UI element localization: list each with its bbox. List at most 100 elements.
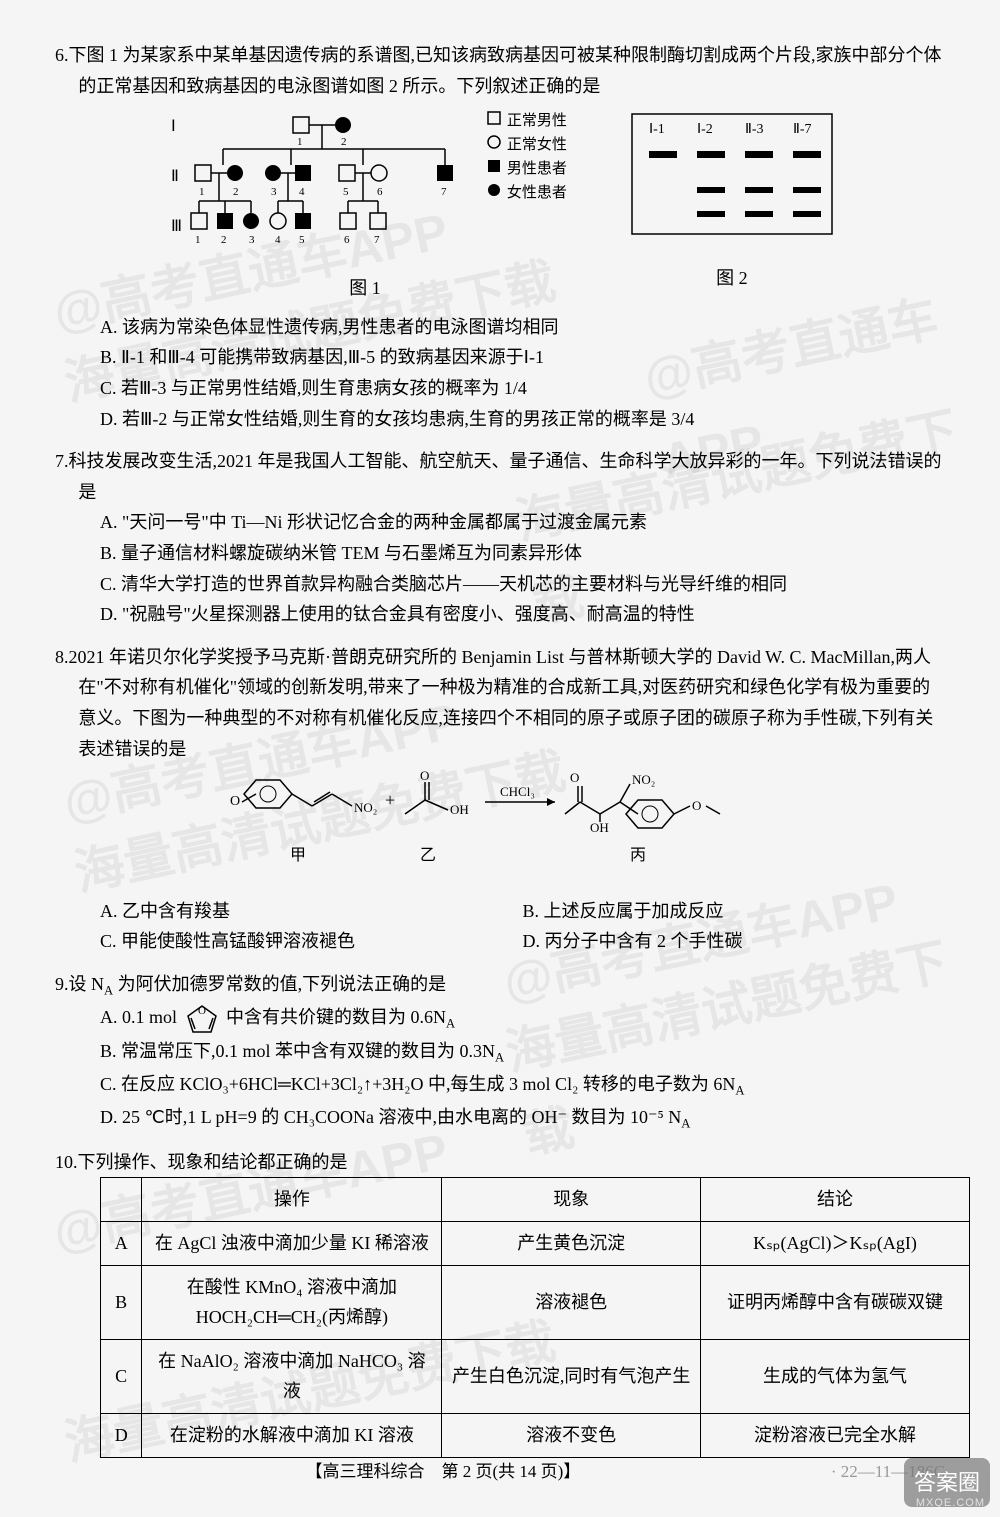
q7-opt-c: C. 清华大学打造的世界首款异构融合类脑芯片——天机芯的主要材料与光导纤维的相同 bbox=[100, 569, 945, 600]
table-cell: Kₛₚ(AgCl)＞Kₛₚ(AgI) bbox=[701, 1222, 970, 1266]
table-row: A在 AgCl 浊液中滴加少量 KI 稀溶液产生黄色沉淀Kₛₚ(AgCl)＞Kₛ… bbox=[101, 1222, 970, 1266]
q6-opt-b: B. Ⅱ-1 和Ⅲ-4 可能携带致病基因,Ⅲ-5 的致病基因来源于Ⅰ-1 bbox=[100, 342, 945, 373]
footer-center: 【高三理科综合 第 2 页(共 14 页)】 bbox=[55, 1458, 831, 1487]
q6-opt-d: D. 若Ⅲ-2 与正常女性结婚,则生育的女孩均患病,生育的男孩正常的概率是 3/… bbox=[100, 404, 945, 435]
q8-opt-c: C. 甲能使酸性高锰酸钾溶液褪色 bbox=[100, 926, 523, 957]
svg-text:Ⅱ-7: Ⅱ-7 bbox=[793, 122, 812, 137]
svg-text:O: O bbox=[420, 770, 429, 783]
table-cell: 在 AgCl 浊液中滴加少量 KI 稀溶液 bbox=[142, 1222, 442, 1266]
svg-text:2: 2 bbox=[221, 234, 227, 246]
q9-stem: 9.设 NA 为阿伏加德罗常数的值,下列说法正确的是 bbox=[55, 969, 945, 1002]
q9-opt-c: C. 在反应 KClO₃+6HCl═KCl+3Cl₂↑+3H₂O 中,每生成 3… bbox=[100, 1069, 945, 1102]
q6-stem: 6.下图 1 为某家系中某单基因遗传病的系谱图,已知该病致病基因可被某种限制酶切… bbox=[55, 40, 945, 101]
svg-text:2: 2 bbox=[233, 186, 239, 198]
table-cell: 在淀粉的水解液中滴加 KI 溶液 bbox=[142, 1414, 442, 1458]
svg-text:O: O bbox=[570, 770, 579, 785]
q6-fig1: Ⅰ 1 2 Ⅱ 1 2 bbox=[163, 109, 567, 304]
question-10: 10.下列操作、现象和结论都正确的是 操作现象结论 A在 AgCl 浊液中滴加少… bbox=[55, 1147, 945, 1458]
q7-opt-d: D. "祝融号"火星探测器上使用的钛合金具有密度小、强度高、耐高温的特性 bbox=[100, 599, 945, 630]
q7-opt-b: B. 量子通信材料螺旋碳纳米管 TEM 与石墨烯互为同素异形体 bbox=[100, 538, 945, 569]
svg-text:1: 1 bbox=[297, 136, 303, 148]
svg-text:3: 3 bbox=[271, 186, 277, 198]
fig1-caption: 图 1 bbox=[163, 273, 567, 304]
table-cell: 产生白色沉淀,同时有气泡产生 bbox=[442, 1339, 701, 1413]
table-cell: A bbox=[101, 1222, 142, 1266]
question-6: 6.下图 1 为某家系中某单基因遗传病的系谱图,已知该病致病基因可被某种限制酶切… bbox=[55, 40, 945, 434]
gen1-label: Ⅰ bbox=[171, 118, 176, 135]
table-cell: 证明丙烯醇中含有碳碳双键 bbox=[701, 1265, 970, 1339]
table-row: C在 NaAlO₂ 溶液中滴加 NaHCO₃ 溶液产生白色沉淀,同时有气泡产生生… bbox=[101, 1339, 970, 1413]
q10-header-cell: 操作 bbox=[142, 1178, 442, 1222]
q7-stem: 7.科技发展改变生活,2021 年是我国人工智能、航空航天、量子通信、生命科学大… bbox=[55, 446, 945, 507]
pedigree-diagram: Ⅰ 1 2 Ⅱ 1 2 bbox=[163, 109, 483, 269]
table-cell: 淀粉溶液已完全水解 bbox=[701, 1414, 970, 1458]
q9-opt-b: B. 常温常压下,0.1 mol 苯中含有双键的数目为 0.3NA bbox=[100, 1036, 945, 1069]
svg-text:3: 3 bbox=[249, 234, 255, 246]
q10-header-cell: 结论 bbox=[701, 1178, 970, 1222]
table-cell: 在酸性 KMnO₄ 溶液中滴加HOCH₂CH═CH₂(丙烯醇) bbox=[142, 1265, 442, 1339]
q6-options: A. 该病为常染色体显性遗传病,男性患者的电泳图谱均相同 B. Ⅱ-1 和Ⅲ-4… bbox=[55, 312, 945, 434]
svg-text:6: 6 bbox=[344, 234, 350, 246]
q6-opt-c: C. 若Ⅲ-3 与正常男性结婚,则生育患病女孩的概率为 1/4 bbox=[100, 373, 945, 404]
question-7: 7.科技发展改变生活,2021 年是我国人工智能、航空航天、量子通信、生命科学大… bbox=[55, 446, 945, 630]
label-jia: 甲 bbox=[290, 847, 306, 864]
svg-text:O: O bbox=[198, 1005, 206, 1017]
table-cell: 溶液不变色 bbox=[442, 1414, 701, 1458]
svg-text:5: 5 bbox=[343, 186, 349, 198]
svg-text:NO₂: NO₂ bbox=[354, 800, 377, 815]
q8-opt-d: D. 丙分子中含有 2 个手性碳 bbox=[523, 926, 946, 957]
q6-figures: Ⅰ 1 2 Ⅱ 1 2 bbox=[55, 109, 945, 304]
q9-options: A. 0.1 mol O 中含有共价键的数目为 0.6NA B. 常温常压下,0… bbox=[55, 1002, 945, 1135]
q9-opt-d: D. 25 ℃时,1 L pH=9 的 CH₃COONa 溶液中,由水电离的 O… bbox=[100, 1102, 945, 1135]
table-cell: D bbox=[101, 1414, 142, 1458]
svg-text:4: 4 bbox=[275, 234, 281, 246]
q10-header-cell: 现象 bbox=[442, 1178, 701, 1222]
q7-opt-a: A. "天问一号"中 Ti—Ni 形状记忆合金的两种金属都属于过渡金属元素 bbox=[100, 507, 945, 538]
svg-text:1: 1 bbox=[199, 186, 205, 198]
table-row: B在酸性 KMnO₄ 溶液中滴加HOCH₂CH═CH₂(丙烯醇)溶液褪色证明丙烯… bbox=[101, 1265, 970, 1339]
svg-text:Ⅱ: Ⅱ bbox=[171, 168, 179, 185]
q8-opt-b: B. 上述反应属于加成反应 bbox=[523, 896, 946, 927]
table-cell: B bbox=[101, 1265, 142, 1339]
svg-text:Ⅰ-2: Ⅰ-2 bbox=[697, 122, 713, 137]
svg-text:NO₂: NO₂ bbox=[632, 772, 655, 787]
q6-fig2: Ⅰ-1 Ⅰ-2 Ⅱ-3 Ⅱ-7 图 2 bbox=[627, 109, 837, 304]
svg-text:1: 1 bbox=[195, 234, 201, 246]
fig2-caption: 图 2 bbox=[627, 263, 837, 294]
q6-opt-a: A. 该病为常染色体显性遗传病,男性患者的电泳图谱均相同 bbox=[100, 312, 945, 343]
corner-badge-sub: MXQE.COM bbox=[916, 1494, 985, 1513]
pedigree-legend: 正常男性 正常女性 男性患者 女性患者 bbox=[483, 109, 567, 205]
svg-text:2: 2 bbox=[341, 136, 347, 148]
svg-text:7: 7 bbox=[441, 186, 447, 198]
table-row: D在淀粉的水解液中滴加 KI 溶液溶液不变色淀粉溶液已完全水解 bbox=[101, 1414, 970, 1458]
q8-stem: 8.2021 年诺贝尔化学奖授予马克斯·普朗克研究所的 Benjamin Lis… bbox=[55, 642, 945, 764]
table-cell: 生成的气体为氢气 bbox=[701, 1339, 970, 1413]
table-cell: C bbox=[101, 1339, 142, 1413]
gel-diagram: Ⅰ-1 Ⅰ-2 Ⅱ-3 Ⅱ-7 bbox=[627, 109, 837, 249]
q8-reaction: O NO₂ + O OH CHCl₃ O bbox=[55, 770, 945, 890]
table-cell: 产生黄色沉淀 bbox=[442, 1222, 701, 1266]
svg-text:+: + bbox=[385, 790, 395, 810]
q10-stem: 10.下列操作、现象和结论都正确的是 bbox=[55, 1147, 945, 1178]
svg-text:6: 6 bbox=[377, 186, 383, 198]
svg-text:7: 7 bbox=[374, 234, 380, 246]
question-9: 9.设 NA 为阿伏加德罗常数的值,下列说法正确的是 A. 0.1 mol O … bbox=[55, 969, 945, 1135]
table-cell: 在 NaAlO₂ 溶液中滴加 NaHCO₃ 溶液 bbox=[142, 1339, 442, 1413]
svg-text:OH: OH bbox=[450, 802, 469, 817]
svg-text:5: 5 bbox=[299, 234, 305, 246]
q8-opt-a: A. 乙中含有羧基 bbox=[100, 896, 523, 927]
q9-opt-a: A. 0.1 mol O 中含有共价键的数目为 0.6NA bbox=[100, 1002, 945, 1036]
table-cell: 溶液褪色 bbox=[442, 1265, 701, 1339]
question-8: 8.2021 年诺贝尔化学奖授予马克斯·普朗克研究所的 Benjamin Lis… bbox=[55, 642, 945, 957]
reaction-svg: O NO₂ + O OH CHCl₃ O bbox=[220, 770, 780, 880]
q7-options: A. "天问一号"中 Ti—Ni 形状记忆合金的两种金属都属于过渡金属元素 B.… bbox=[55, 507, 945, 629]
label-yi: 乙 bbox=[420, 847, 436, 864]
svg-text:CHCl₃: CHCl₃ bbox=[500, 784, 535, 799]
furan-icon: O bbox=[182, 1002, 222, 1036]
svg-text:Ⅲ: Ⅲ bbox=[171, 218, 182, 235]
svg-text:OH: OH bbox=[590, 820, 609, 835]
svg-text:O: O bbox=[692, 798, 701, 813]
q10-table: 操作现象结论 A在 AgCl 浊液中滴加少量 KI 稀溶液产生黄色沉淀Kₛₚ(A… bbox=[100, 1177, 970, 1457]
svg-text:Ⅰ-1: Ⅰ-1 bbox=[649, 122, 665, 137]
q8-options: A. 乙中含有羧基 B. 上述反应属于加成反应 C. 甲能使酸性高锰酸钾溶液褪色… bbox=[55, 896, 945, 957]
